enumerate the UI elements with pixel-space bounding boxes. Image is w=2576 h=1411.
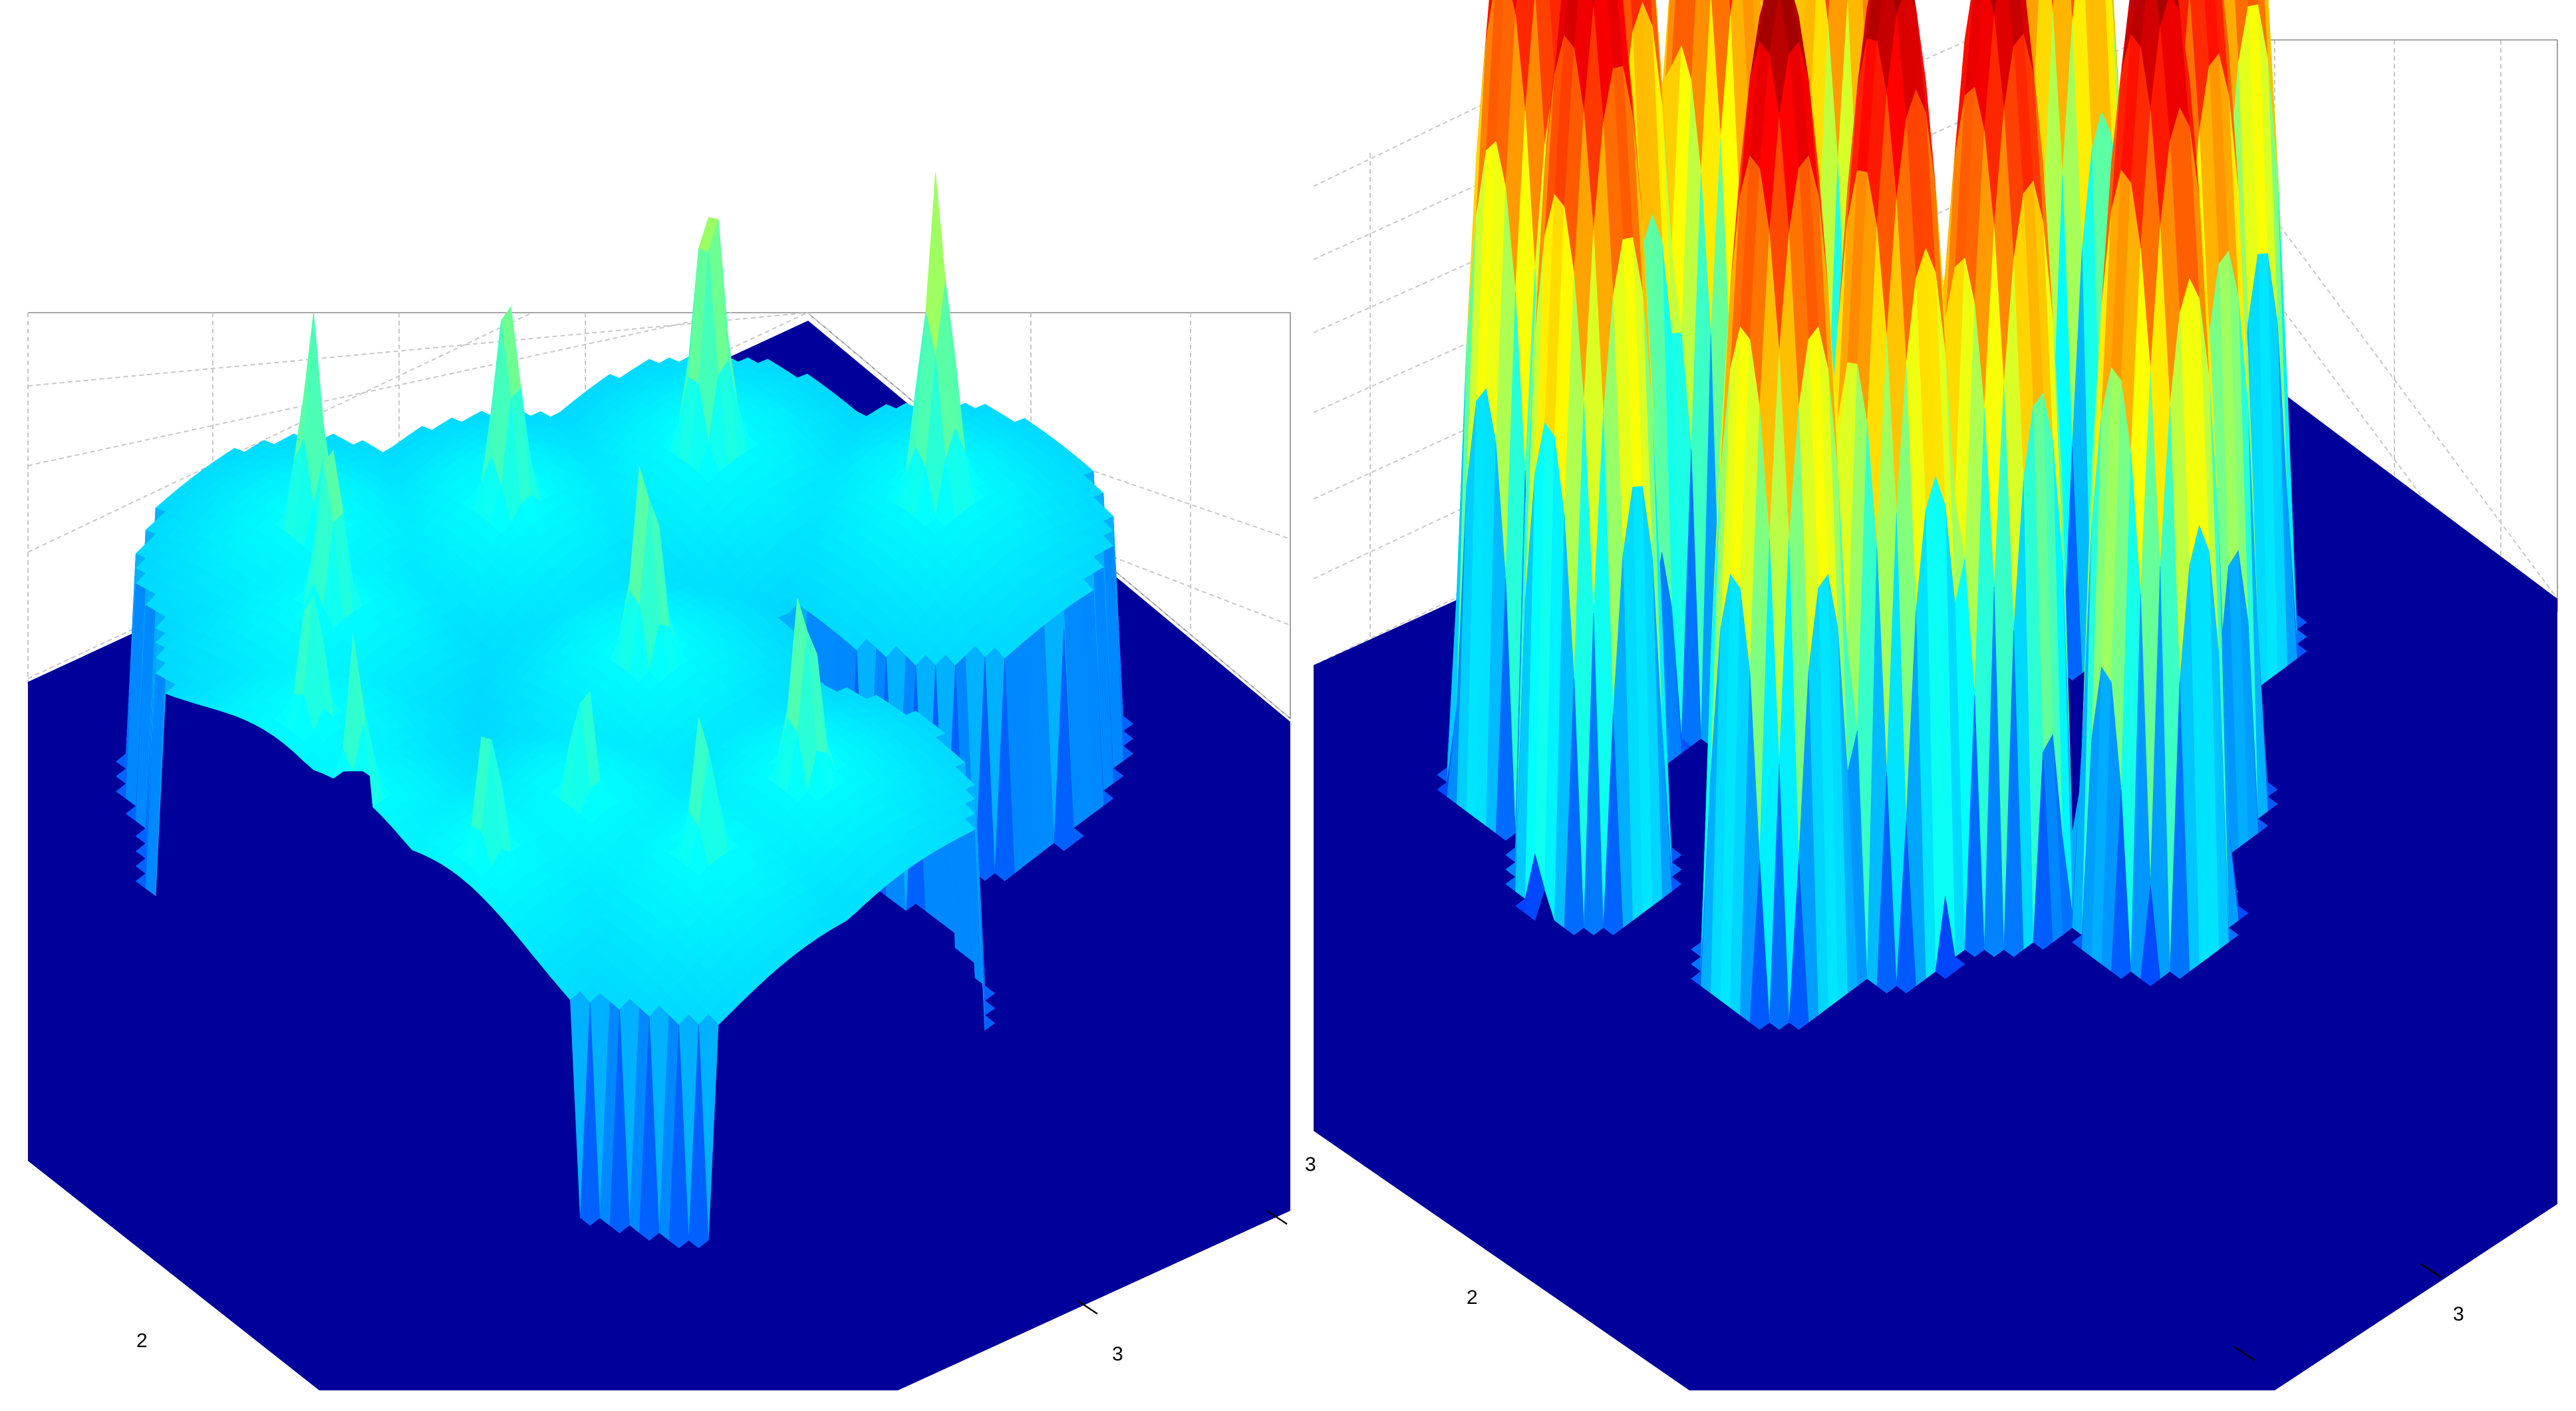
surface-cell [1896, 821, 1916, 994]
surface-cell [1749, 860, 1770, 1030]
surface-cell [668, 1024, 689, 1249]
surface-cell [2140, 885, 2161, 987]
surface-cell [1876, 772, 1897, 994]
left-plot: 2 3 [27, 172, 1291, 1390]
surface-cell [1054, 629, 1074, 852]
surface-cell [1495, 577, 1516, 841]
left-tick-y-3: 3 [1112, 1343, 1123, 1365]
surface-cell [688, 1024, 709, 1249]
right-surface [1437, 0, 2307, 1030]
surface-cell [1964, 694, 1985, 957]
surface-cell [974, 657, 996, 881]
surface-cell [639, 1017, 660, 1241]
surface-cell [1769, 763, 1790, 1030]
surface-cell [1789, 860, 1809, 1030]
surface-cell [1935, 895, 1955, 979]
surface-cell [609, 1010, 630, 1233]
right-tick-x-3: 3 [2453, 1303, 2464, 1325]
surface-cell [2033, 752, 2053, 950]
surface-cell [2003, 630, 2024, 957]
surface-cell [1603, 713, 1624, 935]
surface-cell [994, 659, 1015, 881]
left-axis-ticks: 2 3 [136, 1210, 1288, 1365]
left-tick-x-2: 2 [136, 1330, 148, 1352]
left-surface [116, 172, 1133, 1249]
surface-cell [1583, 613, 1604, 935]
surface-cell [2170, 681, 2190, 979]
surface-cell [1564, 677, 1584, 935]
right-axis-ticks: 3 2 3 [1305, 1154, 2464, 1361]
surface-cell [2111, 789, 2132, 979]
right-tick-z: 3 [1305, 1154, 1316, 1176]
right-plot: 3 2 3 [1305, 0, 2558, 1390]
surface-cell [1984, 586, 2005, 957]
surface-cell [579, 1003, 601, 1226]
right-tick-x-2: 2 [1467, 1287, 1478, 1309]
surface-cell [1524, 854, 1545, 921]
